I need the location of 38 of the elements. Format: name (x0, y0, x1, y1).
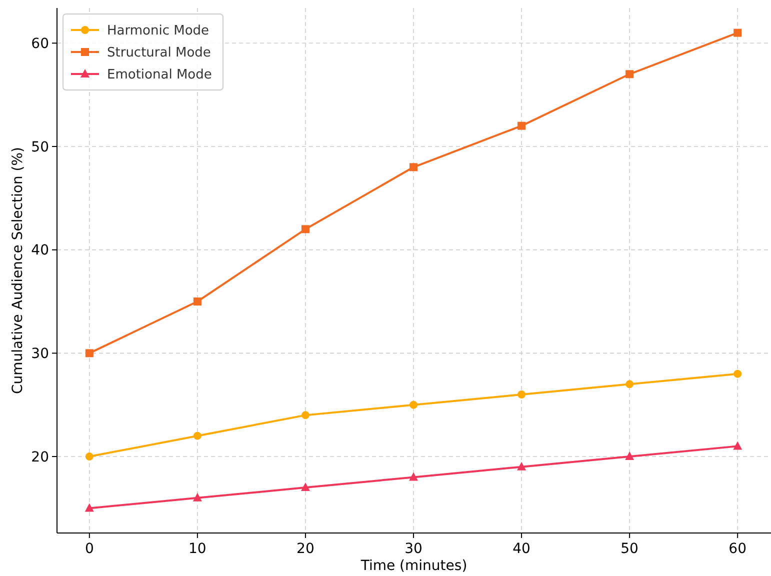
y-tick-label: 50 (31, 139, 49, 156)
point (192, 492, 202, 502)
point (301, 411, 310, 420)
y-tick-label: 60 (31, 36, 49, 52)
point (626, 380, 634, 388)
x-tick-label: 20 (296, 541, 314, 557)
point (517, 462, 526, 470)
x-axis-title: Time (minutes) (360, 558, 468, 574)
point (410, 400, 418, 409)
x-tick-label: 60 (728, 541, 747, 557)
y-tick-label: 30 (31, 346, 49, 362)
y-tick-label: 20 (31, 449, 49, 466)
point (518, 390, 526, 399)
point (734, 28, 742, 37)
point (300, 482, 310, 492)
point (85, 349, 94, 358)
x-tick-label: 50 (620, 541, 638, 557)
legend-label: Harmonic Mode (107, 24, 210, 39)
x-tick-label: 40 (512, 541, 530, 557)
legend-label: Emotional Mode (107, 68, 212, 83)
point (625, 452, 634, 460)
point (410, 163, 418, 172)
point (409, 472, 418, 481)
y-axis-title: Cumulative Audience Selection (%) (10, 146, 26, 394)
point (301, 225, 310, 234)
point (733, 441, 742, 450)
legend-label: Structural Mode (107, 46, 211, 61)
x-tick-label: 30 (404, 541, 422, 557)
x-tick-label: 0 (84, 541, 94, 557)
point (193, 298, 202, 306)
point (85, 452, 94, 461)
point (193, 432, 202, 440)
point (734, 370, 742, 378)
point (518, 122, 526, 130)
x-tick-label: 10 (188, 541, 206, 557)
point (84, 503, 94, 512)
y-tick-label: 40 (31, 242, 49, 259)
point (626, 70, 634, 78)
